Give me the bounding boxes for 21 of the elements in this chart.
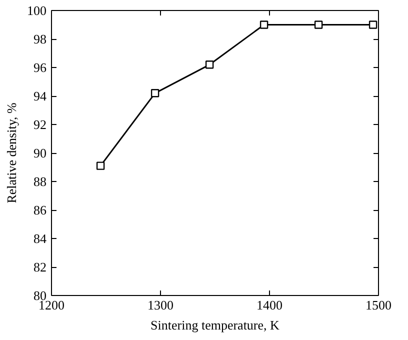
point (314, 20, 323, 29)
x-tick-label: 1500 (366, 298, 392, 312)
y-tick-label: 86 (34, 202, 47, 218)
y-axis-title: Relative density, % (4, 102, 19, 204)
y-tick-label: 94 (34, 88, 47, 104)
x-tick-label: 1300 (148, 298, 174, 312)
y-tick-label: 84 (34, 231, 47, 246)
y-tick-label: 96 (34, 60, 47, 75)
y-tick-label: 100 (27, 3, 46, 18)
y-tick-label: 90 (34, 146, 46, 160)
point (150, 89, 160, 98)
point (205, 60, 214, 69)
y-tick-label: 88 (34, 174, 46, 189)
point (368, 20, 378, 29)
y-tick-label: 98 (34, 32, 46, 46)
y-tick-label: 92 (34, 117, 46, 132)
x-tick-label: 1400 (256, 298, 282, 312)
point (260, 20, 268, 29)
x-axis-title: Sintering temperature, K (150, 318, 280, 332)
point (96, 162, 105, 170)
y-tick-label: 82 (34, 260, 46, 274)
